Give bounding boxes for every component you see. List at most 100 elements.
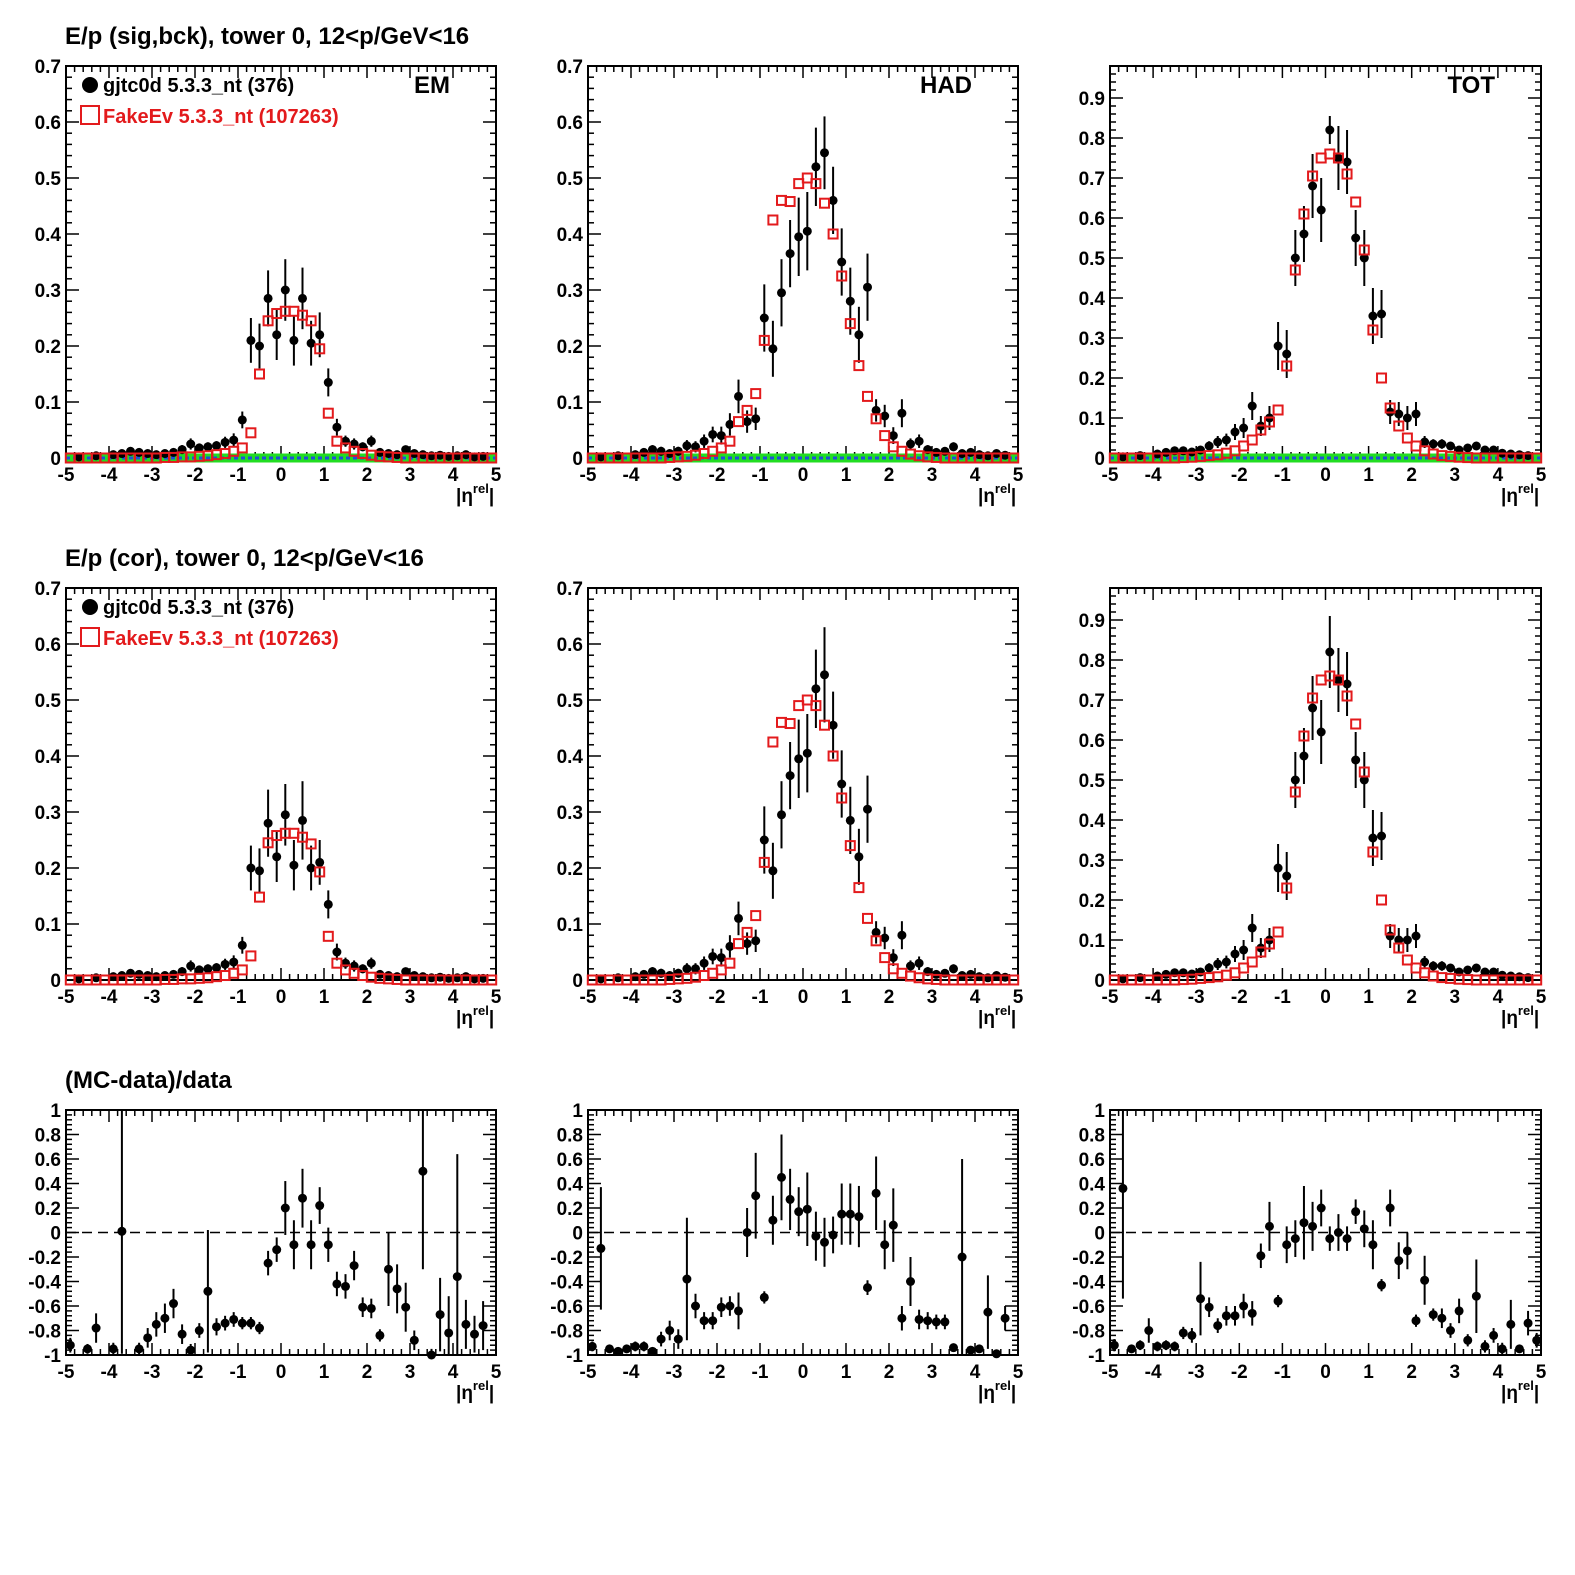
data-point [1273, 1296, 1283, 1306]
mc-marker [810, 700, 822, 712]
data-point [1316, 727, 1326, 737]
data-point [220, 437, 230, 447]
data-point [108, 1344, 118, 1354]
data-point [639, 447, 649, 457]
data-point [794, 232, 804, 242]
y-tick-label: 0.1 [1079, 931, 1106, 952]
panel-grid: -5 -4 -3 -2 -1 0 1 2 3 4 5|ηrel|00.10.20.30.40.50.… [28, 57, 1546, 1404]
y-tick-label: 0.6 [35, 113, 61, 134]
x-tick-label: -4 [1145, 987, 1162, 1008]
y-tick-label: 0.7 [557, 57, 583, 78]
y-tick-label: 0.2 [1079, 891, 1105, 912]
x-axis-label: |ηrel| [456, 1378, 494, 1404]
x-tick-label: -5 [580, 1362, 597, 1383]
y-tick-label: 0 [50, 1224, 61, 1245]
data-point [237, 415, 247, 425]
mc-marker [1376, 372, 1388, 384]
data-point [1282, 349, 1292, 359]
data-point [229, 957, 239, 967]
mc-marker [1384, 924, 1396, 936]
y-tick-label: -0.4 [28, 1273, 61, 1294]
data-point [931, 1317, 941, 1327]
x-tick-label: -2 [187, 465, 204, 486]
y-tick-label: 0.8 [1079, 129, 1105, 150]
data-point [470, 452, 479, 462]
data-point [708, 951, 718, 961]
data-point [212, 963, 221, 973]
mc-marker [750, 910, 762, 922]
chart-panel-r2-c0: -5 -4 -3 -2 -1 0 1 2 3 4 5|ηrel| -1 -0.8 -0.6 -0.4 -0.2… [28, 1101, 501, 1404]
chart-panel-r0-c1: -5 -4 -3 -2 -1 0 1 2 3 4 5|ηrel| 0 0.1 0.2 0.3 0.4 0.5 0.… [557, 57, 1024, 507]
data-point [811, 684, 821, 694]
y-tick-label: 0.3 [1079, 851, 1105, 872]
data-point [444, 1328, 454, 1338]
x-tick-label: 2 [362, 465, 373, 486]
data-point [366, 436, 376, 446]
x-tick-label: 3 [927, 987, 938, 1008]
data-point [1282, 871, 1292, 881]
data-point [1333, 675, 1343, 685]
data-point [134, 447, 144, 457]
data-point [639, 1341, 649, 1351]
y-tick-label: 0 [572, 971, 583, 992]
data-point [673, 446, 683, 456]
x-tick-label: 5 [491, 987, 502, 1008]
x-tick-label: -5 [1102, 1362, 1119, 1383]
mc-marker [1298, 730, 1310, 742]
data-point [194, 443, 204, 453]
data-point [1247, 923, 1257, 933]
data-point [888, 953, 898, 963]
data-point [478, 1321, 488, 1331]
data-point [1247, 1308, 1257, 1318]
data-point [194, 1326, 204, 1335]
data-point [418, 1166, 428, 1176]
mc-marker [1281, 360, 1293, 372]
data-point [1506, 1319, 1516, 1329]
data-point [280, 1203, 290, 1213]
data-point [1256, 1251, 1266, 1261]
data-point [1445, 441, 1455, 451]
data-point [1402, 413, 1412, 423]
data-point [392, 1284, 402, 1294]
data-point [169, 1299, 178, 1309]
mc-marker [322, 930, 334, 942]
data-point [691, 964, 700, 974]
x-tick-label: 1 [1363, 1362, 1374, 1383]
y-tick-label: 0.4 [35, 225, 62, 246]
data-point [1127, 1344, 1137, 1354]
mc-marker [1358, 766, 1370, 778]
y-tick-label: 0.5 [35, 691, 62, 712]
data-point [777, 288, 786, 298]
data-point [751, 414, 761, 424]
x-tick-label: 1 [1363, 465, 1374, 486]
data-point [1187, 1330, 1197, 1340]
mc-series [64, 305, 498, 464]
y-tick-label: 0 [572, 449, 583, 470]
data-point [470, 974, 479, 984]
y-tick-label: 0.3 [1079, 329, 1105, 350]
data-point [785, 249, 795, 259]
data-point [1377, 309, 1387, 319]
data-point [1463, 965, 1473, 975]
mc-series [1108, 148, 1543, 464]
mc-marker [1393, 942, 1405, 954]
data-point [1394, 409, 1404, 419]
data-point [366, 958, 376, 968]
data-point [1213, 437, 1223, 447]
mc-marker [819, 719, 830, 731]
data-point [630, 1341, 640, 1351]
x-tick-label: -2 [1231, 465, 1248, 486]
x-axis-label: |ηrel| [1501, 1003, 1539, 1029]
x-tick-label: 5 [1013, 1362, 1024, 1383]
data-point [811, 1231, 821, 1241]
mc-marker [767, 736, 779, 748]
x-tick-label: 5 [1536, 1362, 1547, 1383]
x-tick-label: 1 [841, 465, 852, 486]
y-tick-label: 1 [572, 1101, 583, 1122]
y-tick-label: 0.3 [557, 281, 583, 302]
data-point [143, 1333, 153, 1343]
mc-marker [1255, 424, 1267, 436]
data-point [280, 285, 290, 295]
data-point [648, 1346, 657, 1356]
data-point [1204, 1302, 1214, 1312]
